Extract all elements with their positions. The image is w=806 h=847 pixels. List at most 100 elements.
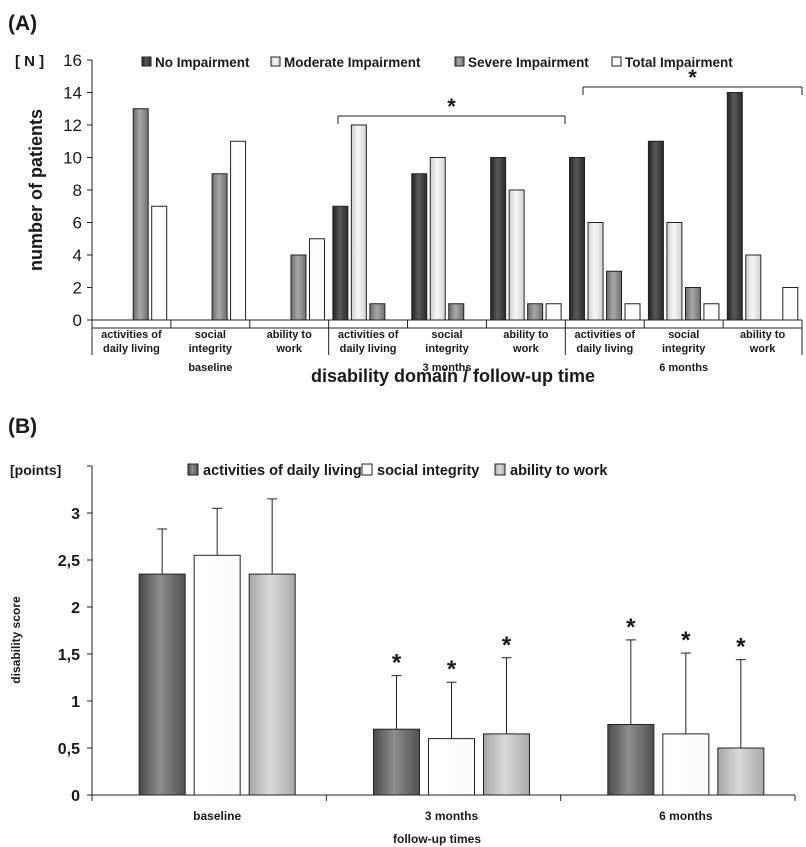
panel-a-y-axis: 0 2 4 6 8 10 12 14 16 [63,51,93,330]
panel-a-bars [132,92,799,321]
panel-b-legend: activities of daily living social integri… [187,463,608,479]
panel-a-unit-label: [ N ] [15,53,44,70]
legend-swatch [611,56,622,67]
panel-b-x-axis-label: follow-up times [393,832,481,846]
panel-b-bars: * * * * * * [138,498,765,796]
bar-no-impairment [569,157,586,321]
bar-activities-of-daily-living [373,728,420,796]
category-label: integrity [662,343,706,355]
bar-social-integrity [193,554,241,796]
y-tick-label: 0,5 [58,741,80,758]
bar-activities-of-daily-living [138,573,186,796]
panel-a-label: (A) [8,12,37,35]
category-label: daily living [576,343,633,355]
y-tick-label: 4 [73,246,82,265]
category-label: social [668,329,699,341]
panel-a-x-axis: activities of daily living social integrity… [91,319,803,374]
bar-severe-impairment [448,303,465,321]
category-label: social [195,329,226,341]
panel-b-x-axis: baseline 3 months 6 months [91,794,796,823]
bar-moderate-impairment [508,189,525,321]
legend-swatch [494,463,506,476]
bar-moderate-impairment [745,254,762,321]
y-tick-label: 12 [63,116,82,135]
y-tick-label: 8 [73,181,82,200]
bar-activities-of-daily-living [607,724,655,796]
legend-swatch [187,463,199,476]
category-label: daily living [103,343,160,355]
bar-no-impairment [726,92,743,321]
panel-a-bar-chart: (A) [ N ] number of patients disability … [8,12,803,386]
bar-total-impairment [624,303,641,321]
legend-label: activities of daily living [203,463,362,479]
panel-a-legend: No Impairment Moderate Impairment Severe I… [141,55,733,70]
panel-b-y-axis: 0 0,5 1 1,5 2 2,5 3 [58,465,93,805]
significance-asterisk: * [447,94,456,119]
panel-b-label: (B) [8,415,37,438]
bar-total-impairment [703,303,720,321]
bar-no-impairment [490,157,507,321]
category-label: integrity [425,343,469,355]
bar-no-impairment [411,173,428,321]
bar-moderate-impairment [587,222,604,321]
bar-severe-impairment [132,108,149,321]
panel-b-y-axis-label: disability score [9,596,23,684]
x-tick-label: 6 months [659,809,713,823]
bar-total-impairment [782,287,799,321]
y-tick-label: 3 [71,506,80,523]
group-label: 3 months [423,362,472,374]
y-tick-label: 2,5 [58,553,80,570]
bar-severe-impairment [369,303,386,321]
legend-swatch [141,56,152,67]
panel-b-unit-label: [points] [10,462,61,478]
bar-social-integrity [428,738,475,796]
group-label: baseline [188,362,232,374]
legend-swatch [454,56,465,67]
x-tick-label: 3 months [425,809,479,823]
legend-label: ability to work [510,463,608,479]
y-tick-label: 10 [63,149,82,168]
bar-total-impairment [308,238,325,321]
significance-asterisk: * [502,632,512,659]
bar-severe-impairment [606,270,623,321]
legend-label: Severe Impairment [468,55,589,70]
significance-asterisk: * [392,650,402,677]
panel-a-x-axis-label: disability domain / follow-up time [311,366,595,386]
y-tick-label: 14 [63,84,82,103]
bar-total-impairment [230,140,247,321]
category-label: social [431,329,462,341]
panel-a-annotations: ** [337,65,803,124]
category-label: integrity [189,343,233,355]
x-tick-label: baseline [193,809,241,823]
category-label: ability to [503,329,549,341]
legend-label: Total Impairment [625,55,733,70]
significance-asterisk: * [736,634,746,661]
significance-asterisk: * [681,627,691,654]
category-label: activities of [575,329,636,341]
y-tick-label: 2 [71,600,80,617]
bar-social-integrity [662,733,710,796]
category-label: ability to [267,329,313,341]
panel-b-bar-chart: (B) [points] disability score follow-up … [8,415,796,846]
y-tick-label: 16 [63,51,82,70]
bar-no-impairment [332,205,349,321]
group-label: 6 months [659,362,708,374]
legend-swatch [270,56,281,67]
bar-moderate-impairment [350,124,367,321]
significance-asterisk: * [688,65,697,90]
category-label: ability to [740,329,786,341]
significance-asterisk: * [447,656,457,683]
legend-label: social integrity [377,463,479,479]
category-label: work [275,343,303,355]
bar-moderate-impairment [429,157,446,321]
bar-severe-impairment [684,287,701,321]
bar-no-impairment [647,140,664,321]
category-label: activities of [101,329,162,341]
y-tick-label: 1 [71,694,80,711]
category-label: activities of [338,329,399,341]
bar-total-impairment [151,205,168,321]
bar-severe-impairment [290,254,307,321]
y-tick-label: 6 [73,214,82,233]
category-label: daily living [340,343,397,355]
